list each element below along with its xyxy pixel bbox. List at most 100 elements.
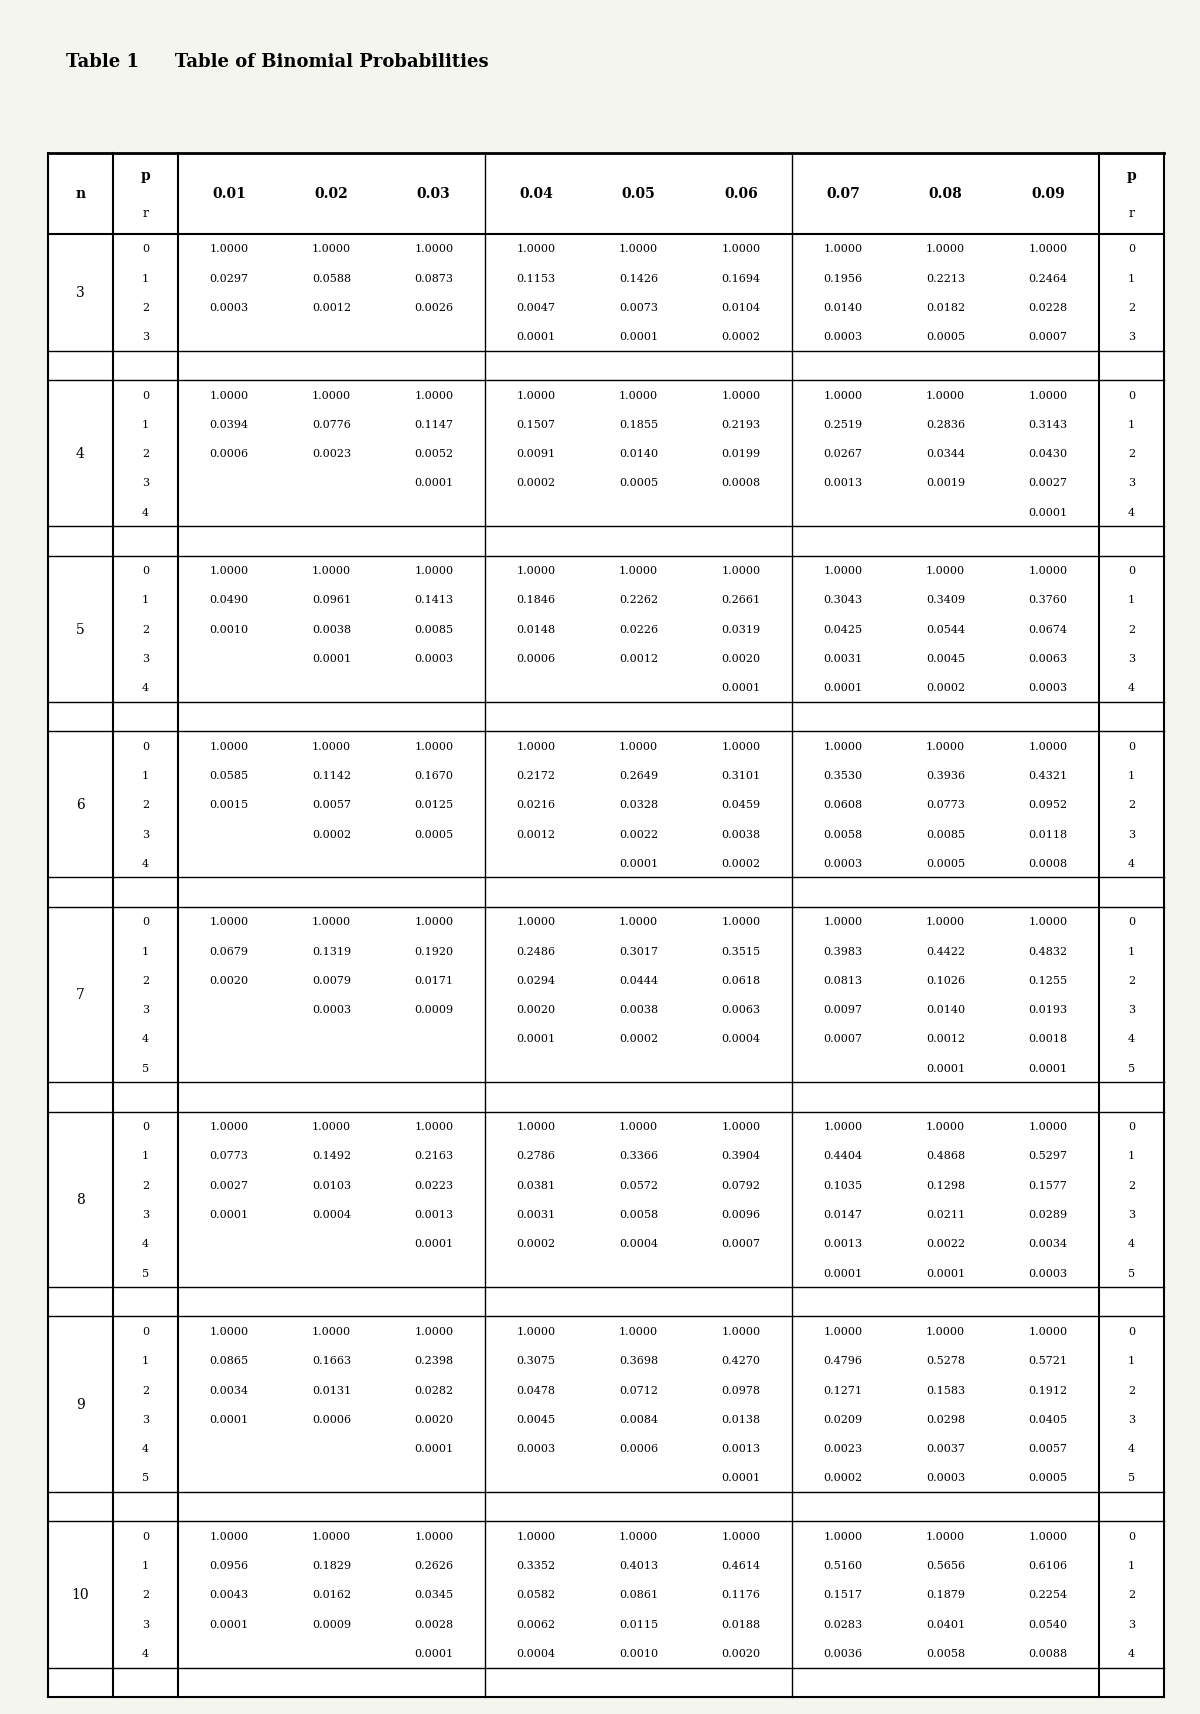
Text: 0.0140: 0.0140	[926, 1004, 965, 1015]
Text: 0.0002: 0.0002	[721, 333, 761, 341]
Text: 1.0000: 1.0000	[721, 742, 761, 751]
Text: 1.0000: 1.0000	[619, 917, 658, 927]
Text: 0.0045: 0.0045	[516, 1414, 556, 1424]
Text: 0.0199: 0.0199	[721, 449, 761, 459]
Text: 0.0058: 0.0058	[619, 1210, 658, 1219]
Text: 0.0540: 0.0540	[1028, 1618, 1068, 1628]
Text: 1.0000: 1.0000	[1028, 566, 1068, 576]
Text: 3: 3	[76, 286, 85, 300]
Text: 0.0005: 0.0005	[926, 333, 965, 341]
Text: 3: 3	[1128, 1210, 1135, 1219]
Text: 0.1670: 0.1670	[414, 771, 454, 780]
Text: 0.0003: 0.0003	[1028, 682, 1068, 692]
Text: 0.0211: 0.0211	[926, 1210, 965, 1219]
Text: 0.0037: 0.0037	[926, 1443, 965, 1453]
Text: 0.0003: 0.0003	[823, 333, 863, 341]
Text: 3: 3	[142, 1004, 149, 1015]
Text: 0.1319: 0.1319	[312, 946, 350, 956]
Text: 0.1855: 0.1855	[619, 420, 658, 430]
Text: 1.0000: 1.0000	[516, 1531, 556, 1541]
Text: 5: 5	[142, 1268, 149, 1277]
Text: 1: 1	[142, 420, 149, 430]
Text: 0.0047: 0.0047	[516, 303, 556, 312]
Text: 0.0267: 0.0267	[823, 449, 863, 459]
Text: 0.3075: 0.3075	[516, 1356, 556, 1366]
Text: 0.0861: 0.0861	[619, 1589, 658, 1599]
Text: 1.0000: 1.0000	[1028, 1327, 1068, 1337]
Text: 0.0058: 0.0058	[823, 830, 863, 840]
Text: 1.0000: 1.0000	[516, 243, 556, 254]
Text: 1.0000: 1.0000	[516, 391, 556, 401]
Text: 1.0000: 1.0000	[414, 243, 454, 254]
Text: 0.1176: 0.1176	[721, 1589, 761, 1599]
Text: 1.0000: 1.0000	[619, 742, 658, 751]
Text: 3: 3	[142, 830, 149, 840]
Text: 1.0000: 1.0000	[414, 566, 454, 576]
Text: 0.0031: 0.0031	[823, 653, 863, 663]
Text: 1.0000: 1.0000	[414, 742, 454, 751]
Text: 0.0034: 0.0034	[210, 1385, 248, 1395]
Text: 1.0000: 1.0000	[210, 391, 248, 401]
Text: 0.0345: 0.0345	[414, 1589, 454, 1599]
Text: 4: 4	[142, 1647, 149, 1657]
Text: 0.0013: 0.0013	[823, 478, 863, 488]
Text: 0.0328: 0.0328	[619, 800, 658, 809]
Text: 0.0104: 0.0104	[721, 303, 761, 312]
Text: 1.0000: 1.0000	[312, 742, 350, 751]
Text: 1.0000: 1.0000	[1028, 1531, 1068, 1541]
Text: 0.4832: 0.4832	[1028, 946, 1068, 956]
Text: 0.0038: 0.0038	[721, 830, 761, 840]
Text: 0.1142: 0.1142	[312, 771, 350, 780]
Text: n: n	[76, 187, 85, 201]
Text: 0.0001: 0.0001	[210, 1210, 248, 1219]
Text: 0.1147: 0.1147	[414, 420, 454, 430]
Text: 3: 3	[142, 1618, 149, 1628]
Text: 0.0585: 0.0585	[210, 771, 248, 780]
Text: 2: 2	[142, 1385, 149, 1395]
Text: 0: 0	[142, 742, 149, 751]
Text: 0.0182: 0.0182	[926, 303, 965, 312]
Text: 0.0005: 0.0005	[619, 478, 658, 488]
Text: 4: 4	[1128, 1034, 1135, 1044]
Text: 0.1271: 0.1271	[823, 1385, 863, 1395]
Text: 1.0000: 1.0000	[516, 566, 556, 576]
Text: 0: 0	[1128, 1531, 1135, 1541]
Text: 2: 2	[142, 1589, 149, 1599]
Text: 0.0084: 0.0084	[619, 1414, 658, 1424]
Text: 0.0618: 0.0618	[721, 975, 761, 986]
Text: 0.0027: 0.0027	[1028, 478, 1068, 488]
Text: 0.4321: 0.4321	[1028, 771, 1068, 780]
Text: 0.0961: 0.0961	[312, 595, 350, 605]
Text: 0.4404: 0.4404	[823, 1150, 863, 1160]
Text: 0.1153: 0.1153	[516, 273, 556, 283]
Text: 0.0001: 0.0001	[414, 1443, 454, 1453]
Text: 0.0015: 0.0015	[210, 800, 248, 809]
Text: 0.0004: 0.0004	[619, 1239, 658, 1248]
Text: 0.0001: 0.0001	[823, 682, 863, 692]
Text: 0.0062: 0.0062	[516, 1618, 556, 1628]
Text: 0.4013: 0.4013	[619, 1560, 658, 1570]
Text: 0.0147: 0.0147	[823, 1210, 863, 1219]
Text: 0.0022: 0.0022	[926, 1239, 965, 1248]
Text: 0.0013: 0.0013	[721, 1443, 761, 1453]
Text: 0.0038: 0.0038	[619, 1004, 658, 1015]
Text: 1.0000: 1.0000	[210, 566, 248, 576]
Text: 0.0002: 0.0002	[312, 830, 350, 840]
Text: 0.0091: 0.0091	[516, 449, 556, 459]
Text: 1.0000: 1.0000	[516, 1121, 556, 1131]
Text: 1: 1	[1128, 1150, 1135, 1160]
Text: 0.0138: 0.0138	[721, 1414, 761, 1424]
Text: 0.0956: 0.0956	[210, 1560, 248, 1570]
Text: 0.1413: 0.1413	[414, 595, 454, 605]
Text: 4: 4	[142, 1443, 149, 1453]
Text: 0.3017: 0.3017	[619, 946, 658, 956]
Text: 0.0001: 0.0001	[516, 333, 556, 341]
Text: p: p	[1127, 170, 1136, 183]
Text: 0.4796: 0.4796	[823, 1356, 863, 1366]
Text: 0.0952: 0.0952	[1028, 800, 1068, 809]
Text: 0.1517: 0.1517	[823, 1589, 863, 1599]
Text: 1.0000: 1.0000	[926, 742, 965, 751]
Text: 6: 6	[76, 797, 85, 812]
Text: 3: 3	[142, 1210, 149, 1219]
Text: 4: 4	[142, 1034, 149, 1044]
